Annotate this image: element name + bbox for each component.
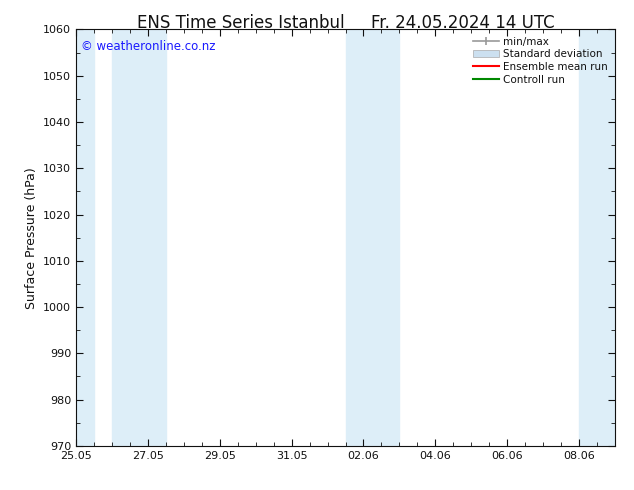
Legend: min/max, Standard deviation, Ensemble mean run, Controll run: min/max, Standard deviation, Ensemble me…: [470, 35, 610, 87]
Bar: [346, 29, 399, 446]
Y-axis label: Surface Pressure (hPa): Surface Pressure (hPa): [25, 167, 37, 309]
Bar: [579, 29, 615, 446]
Bar: [76, 29, 94, 446]
Text: © weatheronline.co.nz: © weatheronline.co.nz: [81, 40, 216, 53]
Bar: [112, 29, 166, 446]
Text: Fr. 24.05.2024 14 UTC: Fr. 24.05.2024 14 UTC: [371, 14, 555, 32]
Text: ENS Time Series Istanbul: ENS Time Series Istanbul: [137, 14, 345, 32]
